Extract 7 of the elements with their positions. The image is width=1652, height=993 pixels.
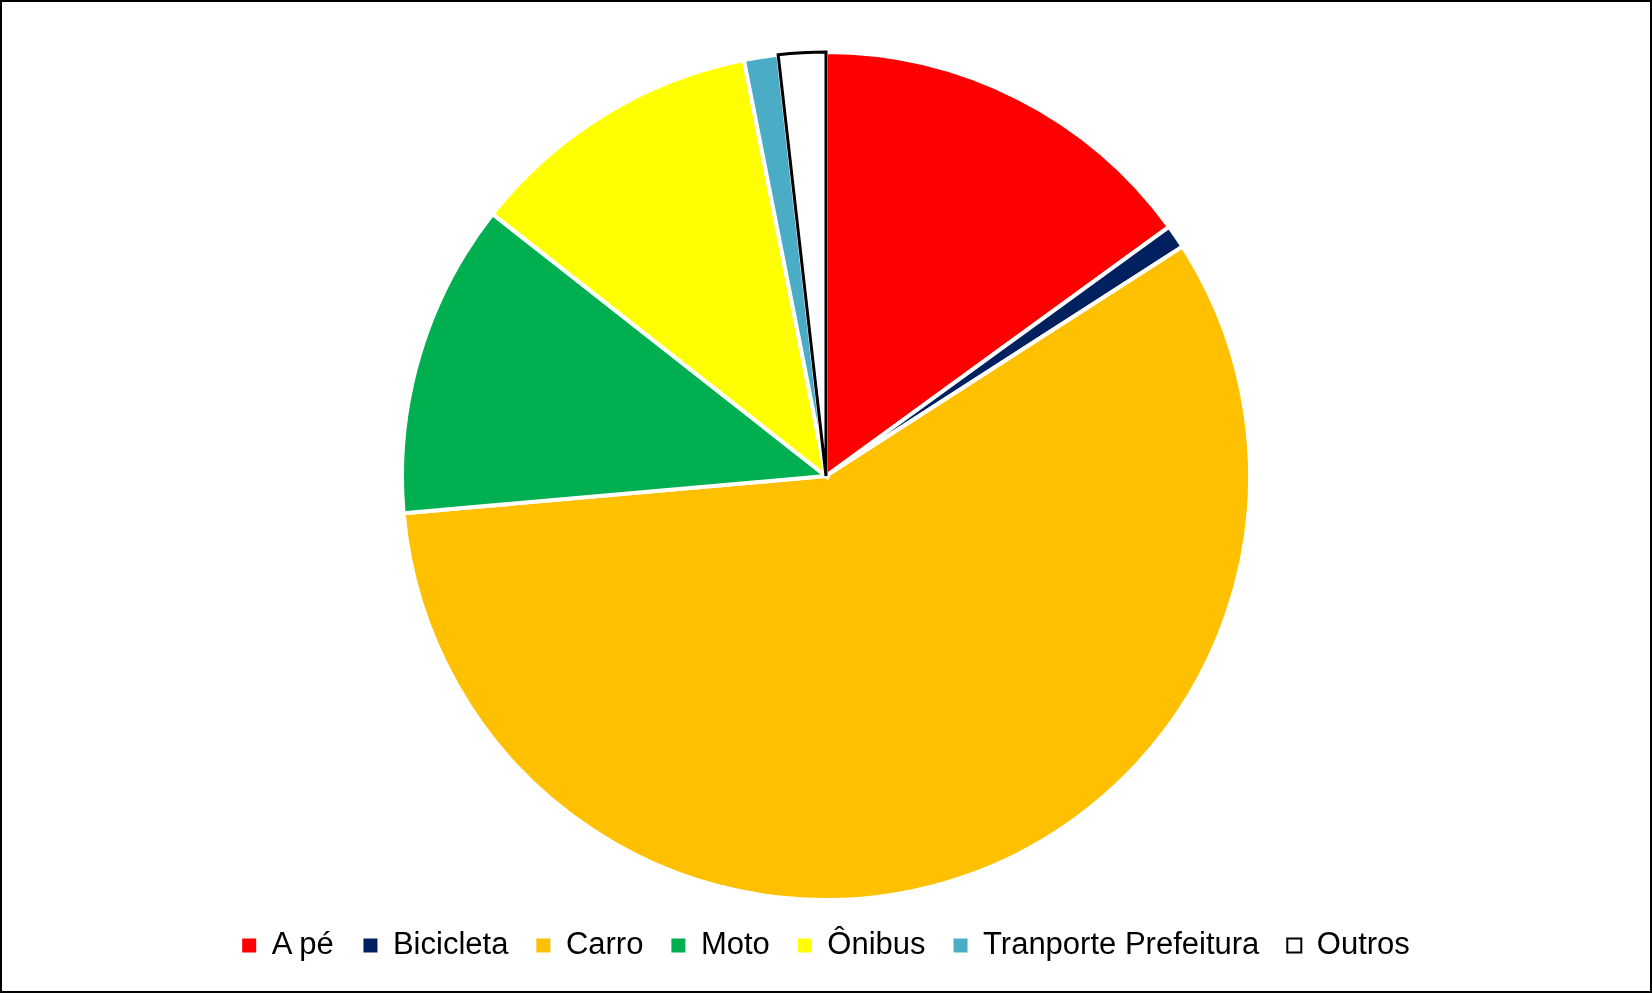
legend-label: Outros bbox=[1316, 926, 1410, 962]
legend-label: Moto bbox=[700, 926, 770, 962]
legend-label: Carro bbox=[565, 926, 644, 962]
legend-label: A pé bbox=[271, 926, 334, 962]
legend-label: Bicicleta bbox=[392, 926, 510, 962]
legend-label: Ônibus bbox=[827, 926, 926, 962]
legend-label: Tranporte Prefeitura bbox=[983, 926, 1261, 962]
